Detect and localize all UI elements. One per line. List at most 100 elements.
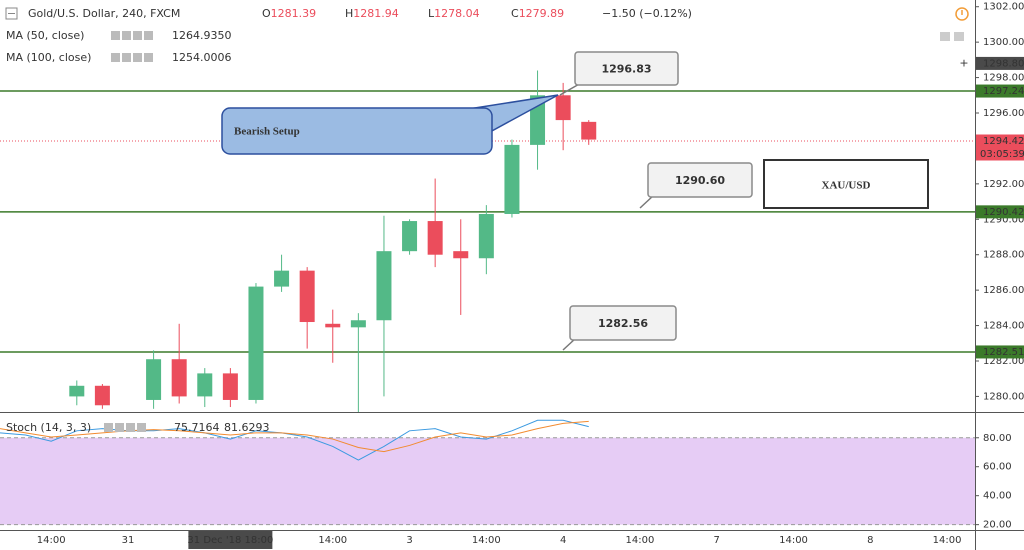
x-tick-label: 14:00 xyxy=(37,535,66,546)
ohlc-key: H xyxy=(345,7,353,20)
candle-body xyxy=(274,270,290,287)
price-label-bg xyxy=(976,84,1024,98)
candle-body xyxy=(402,221,418,252)
x-tick-label: 14:00 xyxy=(318,535,347,546)
price-label: 1294.42 xyxy=(983,136,1024,147)
x-tick-label: 7 xyxy=(714,535,720,546)
indicator-icon[interactable] xyxy=(111,31,120,40)
y-tick-label: 1280.00 xyxy=(983,391,1024,402)
stoch-value: 75.7164 xyxy=(174,421,220,434)
indicator-icon[interactable] xyxy=(133,31,142,40)
ohlc-value: O1281.39 xyxy=(262,7,316,20)
symbol: Gold/U.S. Dollar, 240, FXCM xyxy=(28,7,180,20)
y-tick-label: 1298.00 xyxy=(983,73,1024,84)
indicator-icon[interactable] xyxy=(137,423,146,432)
x-tick-label: 3 xyxy=(406,535,412,546)
candle-body xyxy=(94,385,110,406)
callout-box xyxy=(569,305,677,341)
candle-body xyxy=(248,286,264,400)
y-tick-label: 40.00 xyxy=(983,491,1012,502)
ohlc-number: 1281.39 xyxy=(271,7,317,20)
ohlc-value: H1281.94 xyxy=(345,7,399,20)
candle-body xyxy=(504,144,520,214)
arrow-icon[interactable] xyxy=(954,32,964,41)
ohlc-key: O xyxy=(262,7,271,20)
countdown: 03:05:39 xyxy=(980,149,1024,160)
arrow-icon[interactable] xyxy=(940,32,950,41)
collapse-icon[interactable] xyxy=(5,7,18,20)
indicator-icon[interactable] xyxy=(144,53,153,62)
y-tick-label: 1288.00 xyxy=(983,250,1024,261)
y-tick-label: 1286.00 xyxy=(983,285,1024,296)
candle-body xyxy=(376,251,392,321)
callout-text: 1282.56 xyxy=(598,317,648,330)
x-tick-label: 14:00 xyxy=(472,535,501,546)
indicator-icon[interactable] xyxy=(133,53,142,62)
balloon-box xyxy=(221,107,493,155)
axes: 1280.00 1282.00 1284.00 1286.00 1288.00 1290.… xyxy=(37,2,1024,549)
ohlc-number: 1281.94 xyxy=(353,7,399,20)
y-tick-label: 1282.00 xyxy=(983,356,1024,367)
change: −1.50 (−0.12%) xyxy=(602,7,692,20)
price-label: 1290.42 xyxy=(983,207,1024,218)
candle-body xyxy=(555,95,571,121)
ohlc-number: 1278.04 xyxy=(434,7,480,20)
stoch-title: Stoch (14, 3, 3) xyxy=(6,421,91,434)
ohlc-value: C1279.89 xyxy=(511,7,564,20)
ohlc-key: C xyxy=(511,7,519,20)
stoch-line xyxy=(0,420,589,453)
price-label: 1282.51 xyxy=(983,347,1024,358)
price-label: 1298.80 xyxy=(983,58,1024,69)
price-label-bg xyxy=(976,56,1024,70)
indicator-icon[interactable] xyxy=(104,423,113,432)
ohlc-key: L xyxy=(428,7,435,20)
alert-icon[interactable] xyxy=(955,7,969,21)
y-tick-label: 80.00 xyxy=(983,433,1012,444)
indicator-icon[interactable] xyxy=(144,31,153,40)
x-tick-label: 14:00 xyxy=(933,535,962,546)
ohlc-number: 1279.89 xyxy=(519,7,565,20)
label-text: XAU/USD xyxy=(822,180,871,192)
candle-body xyxy=(69,385,85,397)
stoch-pane xyxy=(0,419,975,526)
candle-body xyxy=(350,320,366,328)
candle-body xyxy=(146,359,162,400)
candle-body xyxy=(171,359,187,397)
candle-body xyxy=(478,213,494,259)
y-tick-label: 1302.00 xyxy=(983,2,1024,13)
y-tick-label: 1296.00 xyxy=(983,108,1024,119)
indicator-icon[interactable] xyxy=(122,31,131,40)
indicator-icon[interactable] xyxy=(126,423,135,432)
stoch-band xyxy=(0,437,975,525)
candle-body xyxy=(581,121,597,140)
callout-text: 1296.83 xyxy=(601,63,651,76)
indicator-value: 1254.0006 xyxy=(172,51,232,64)
callout-box xyxy=(647,162,753,198)
x-tick-label: 14:00 xyxy=(779,535,808,546)
indicator-icon[interactable] xyxy=(111,53,120,62)
indicator-icon[interactable] xyxy=(122,53,131,62)
time-highlight xyxy=(188,531,273,549)
price-pane xyxy=(0,70,975,412)
y-tick-label: 60.00 xyxy=(983,462,1012,473)
price-label: 1297.24 xyxy=(983,86,1024,97)
x-tick-label: 4 xyxy=(560,535,566,546)
callout-text: 1290.60 xyxy=(675,174,725,187)
x-tick-label: 8 xyxy=(867,535,873,546)
candle-body xyxy=(427,221,443,255)
indicator-icon[interactable] xyxy=(115,423,124,432)
price-label-bg xyxy=(976,345,1024,359)
candle-body xyxy=(197,373,213,397)
price-label-bg xyxy=(976,134,1024,161)
stoch-line xyxy=(0,419,589,461)
overlay: 1296.83 1290.60 1282.56 Bearish Setup XAU/US… xyxy=(221,51,929,351)
candle-body xyxy=(299,270,315,323)
x-tick-label: 31 Dec '18 18:00 xyxy=(187,535,273,546)
candle-body xyxy=(453,251,469,259)
balloon-text: Bearish Setup xyxy=(234,126,300,138)
legend: Gold/U.S. Dollar, 240, FXCM O1281.39 H1281… xyxy=(6,7,692,434)
y-tick-label: 1300.00 xyxy=(983,37,1024,48)
y-tick-label: 1284.00 xyxy=(983,321,1024,332)
candle-body xyxy=(325,323,341,328)
